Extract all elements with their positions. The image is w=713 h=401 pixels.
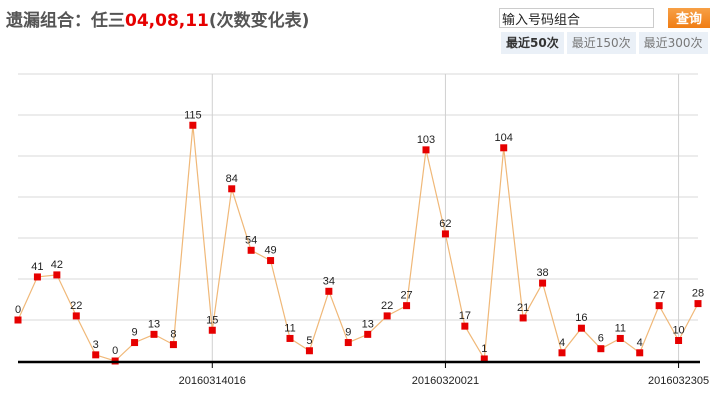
data-point-marker bbox=[305, 347, 313, 355]
data-point-label: 41 bbox=[31, 261, 43, 273]
data-point-marker bbox=[228, 185, 236, 193]
data-point-label: 11 bbox=[615, 322, 626, 334]
data-point-marker bbox=[500, 144, 508, 152]
data-point-label: 34 bbox=[323, 275, 335, 287]
data-point-label: 38 bbox=[536, 267, 548, 279]
data-point-marker bbox=[14, 316, 22, 324]
data-point-marker bbox=[72, 312, 80, 320]
data-point-label: 9 bbox=[345, 327, 351, 339]
data-point-label: 22 bbox=[70, 300, 82, 312]
data-point-marker bbox=[616, 334, 624, 342]
data-point-marker bbox=[461, 322, 469, 330]
x-axis: 20160314016 20160320021 2016032305 bbox=[18, 360, 709, 387]
data-point-marker bbox=[131, 339, 139, 347]
data-point-marker bbox=[150, 330, 158, 338]
tab-recent-50[interactable]: 最近50次 bbox=[501, 32, 564, 54]
data-point-marker bbox=[675, 337, 683, 344]
data-point-marker bbox=[480, 355, 488, 363]
data-point-label: 22 bbox=[381, 300, 393, 312]
x-tick-label: 20160320021 bbox=[412, 375, 479, 387]
data-point-label: 6 bbox=[598, 333, 604, 345]
data-point-marker bbox=[577, 324, 585, 332]
data-point-marker bbox=[519, 314, 527, 322]
data-point-label: 21 bbox=[517, 302, 529, 314]
data-point-marker bbox=[422, 146, 430, 154]
data-point-label: 13 bbox=[148, 318, 160, 330]
data-point-label: 49 bbox=[264, 245, 276, 257]
page-title: 遗漏组合：任三04,08,11(次数变化表) bbox=[6, 6, 309, 31]
data-point-label: 5 bbox=[306, 335, 312, 347]
data-point-label: 10 bbox=[672, 325, 684, 337]
data-point-marker bbox=[403, 302, 411, 310]
data-point-marker bbox=[364, 330, 372, 338]
data-point-label: 16 bbox=[575, 312, 587, 324]
data-point-label: 42 bbox=[51, 259, 63, 271]
data-point-label: 15 bbox=[206, 314, 218, 326]
data-point-label: 17 bbox=[459, 310, 471, 322]
data-point-label: 4 bbox=[637, 337, 643, 349]
data-point-label: 9 bbox=[132, 327, 138, 339]
data-point-label: 4 bbox=[559, 337, 565, 349]
range-tabs: 最近50次 最近150次 最近300次 bbox=[501, 32, 708, 54]
data-point-label: 84 bbox=[226, 173, 238, 185]
data-point-marker bbox=[189, 121, 197, 129]
data-point-label: 8 bbox=[170, 329, 176, 341]
data-point-marker bbox=[597, 345, 605, 353]
data-point-marker bbox=[694, 300, 702, 308]
x-tick-label: 20160314016 bbox=[179, 375, 246, 387]
data-point-label: 115 bbox=[184, 109, 202, 121]
title-prefix: 遗漏组合：任三 bbox=[6, 11, 125, 31]
data-point-label: 27 bbox=[400, 290, 412, 302]
data-point-label: 1 bbox=[481, 343, 487, 355]
data-point-marker bbox=[636, 349, 644, 357]
data-point-label: 0 bbox=[15, 304, 21, 316]
title-numbers: 04,08,11 bbox=[125, 11, 209, 31]
data-point-marker bbox=[208, 326, 216, 334]
data-point-label: 62 bbox=[439, 218, 451, 230]
tab-recent-150[interactable]: 最近150次 bbox=[566, 32, 636, 54]
data-point-marker bbox=[325, 287, 333, 295]
data-point-marker bbox=[169, 341, 177, 349]
title-suffix: (次数变化表) bbox=[208, 11, 310, 31]
data-point-marker bbox=[655, 302, 663, 310]
data-point-marker bbox=[383, 312, 391, 320]
data-point-marker bbox=[247, 246, 255, 254]
data-point-label: 103 bbox=[417, 134, 435, 146]
data-point-marker bbox=[539, 279, 547, 287]
search-button[interactable]: 查询 bbox=[668, 8, 710, 28]
data-point-marker bbox=[441, 230, 449, 238]
data-point-marker bbox=[92, 351, 100, 359]
number-combo-input[interactable] bbox=[499, 8, 654, 28]
data-point-label: 11 bbox=[284, 322, 295, 334]
data-point-marker bbox=[558, 349, 566, 357]
data-point-marker bbox=[344, 339, 352, 347]
x-tick-label: 2016032305 bbox=[648, 375, 709, 387]
series-line: 041 4222309138115158454491153491322271036… bbox=[14, 109, 704, 365]
data-point-label: 54 bbox=[245, 234, 257, 246]
data-point-marker bbox=[286, 334, 294, 342]
data-point-marker bbox=[53, 271, 61, 279]
grid-lines bbox=[18, 73, 698, 361]
data-point-marker bbox=[267, 257, 275, 265]
data-point-label: 0 bbox=[112, 345, 118, 357]
data-point-label: 27 bbox=[653, 290, 665, 302]
data-point-label: 3 bbox=[93, 339, 99, 351]
data-point-label: 28 bbox=[692, 288, 704, 300]
data-line bbox=[17, 125, 699, 362]
data-point-label: 13 bbox=[362, 318, 374, 330]
data-point-marker bbox=[33, 273, 41, 281]
data-point-label: 104 bbox=[495, 132, 513, 144]
tab-recent-300[interactable]: 最近300次 bbox=[638, 32, 708, 54]
